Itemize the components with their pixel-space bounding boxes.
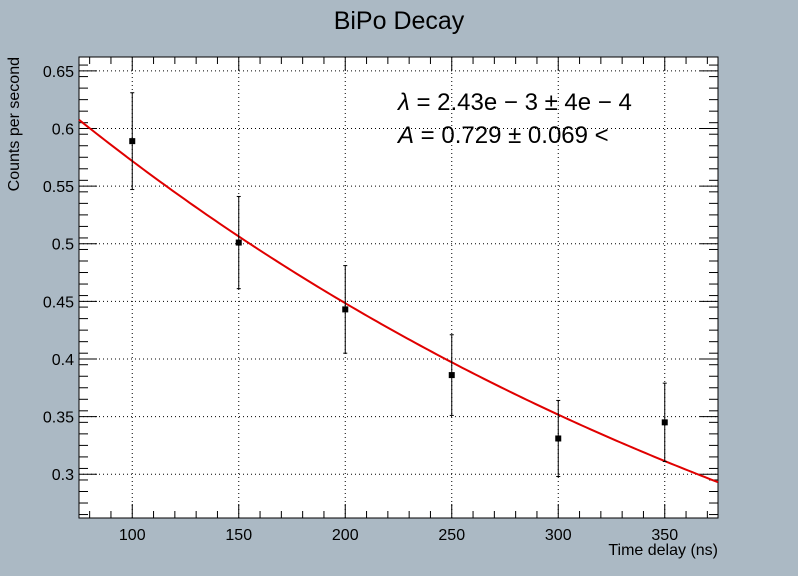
y-tick-label: 0.6 (52, 121, 74, 138)
data-marker (235, 239, 242, 246)
lambda-value: = 2.43e − 3 ± 4e − 4 (410, 89, 632, 116)
y-tick-label: 0.4 (52, 352, 74, 369)
lambda-symbol: λ (396, 89, 410, 116)
data-marker (342, 306, 349, 313)
y-tick-label: 0.5 (52, 237, 74, 254)
x-tick-label: 350 (651, 527, 678, 544)
data-point (129, 92, 136, 191)
x-axis-label: Time delay (ns) (608, 542, 718, 559)
data-point (555, 399, 562, 478)
data-marker (129, 138, 136, 145)
x-tick-label: 200 (332, 527, 359, 544)
data-point (342, 265, 349, 354)
fit-amplitude-annotation: A = 0.729 ± 0.069 < (396, 122, 609, 149)
plot-area (78, 56, 719, 519)
y-tick-label: 0.45 (43, 294, 74, 311)
data-point (235, 195, 242, 290)
data-point (448, 334, 455, 416)
data-marker (661, 419, 668, 426)
data-marker (448, 372, 455, 379)
y-tick-label: 0.3 (52, 467, 74, 484)
data-points (129, 92, 668, 478)
y-tick-label: 0.35 (43, 410, 74, 427)
x-tick-label: 100 (119, 527, 146, 544)
data-marker (555, 435, 562, 442)
y-axis-label: Counts per second (6, 57, 23, 191)
amplitude-value: = 0.729 ± 0.069 < (414, 122, 609, 149)
axis-ticks (79, 57, 718, 518)
y-tick-label: 0.65 (43, 64, 74, 81)
x-tick-label: 250 (438, 527, 465, 544)
chart-title: BiPo Decay (334, 7, 465, 35)
x-tick-label: 150 (225, 527, 252, 544)
tick-labels: 100 150 200 250 300 350 0.3 0.35 0.4 0.45 0.5 0.55 0… (43, 64, 678, 544)
y-tick-label: 0.55 (43, 179, 74, 196)
fit-curve (78, 118, 719, 484)
amplitude-symbol: A (396, 122, 414, 149)
x-tick-label: 300 (545, 527, 572, 544)
fit-lambda-annotation: λ = 2.43e − 3 ± 4e − 4 (396, 89, 632, 116)
data-point (661, 382, 668, 463)
fit-line (78, 118, 719, 484)
